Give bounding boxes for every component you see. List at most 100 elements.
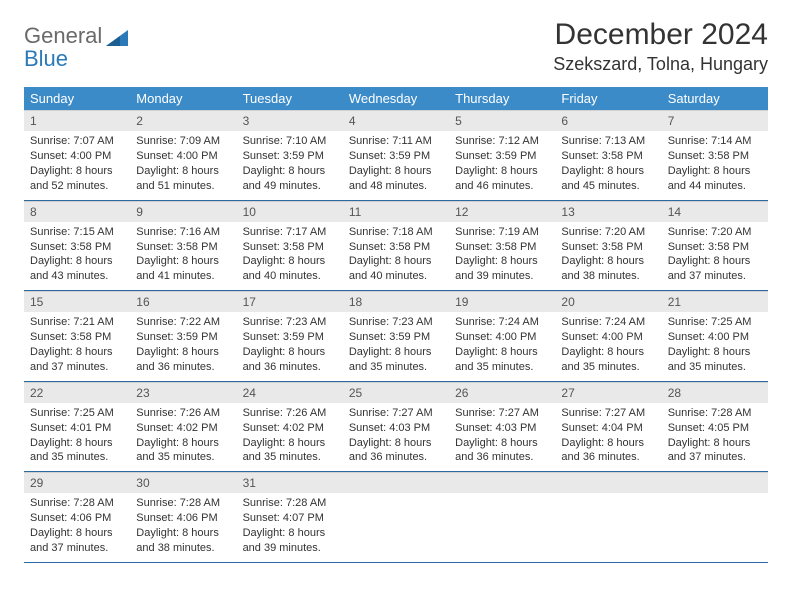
sunrise-text: Sunrise: 7:16 AM <box>136 225 230 240</box>
day-body: Sunrise: 7:27 AMSunset: 4:04 PMDaylight:… <box>555 403 661 471</box>
sunrise-text: Sunrise: 7:23 AM <box>349 315 443 330</box>
calendar-day-cell <box>662 472 768 563</box>
sunrise-text: Sunrise: 7:18 AM <box>349 225 443 240</box>
daylight-line1: Daylight: 8 hours <box>668 164 762 179</box>
day-body: Sunrise: 7:09 AMSunset: 4:00 PMDaylight:… <box>130 131 236 199</box>
sunrise-text: Sunrise: 7:24 AM <box>455 315 549 330</box>
sunrise-text: Sunrise: 7:11 AM <box>349 134 443 149</box>
sunrise-text: Sunrise: 7:20 AM <box>668 225 762 240</box>
sunrise-text: Sunrise: 7:22 AM <box>136 315 230 330</box>
sunset-text: Sunset: 3:59 PM <box>243 330 337 345</box>
weekday-header: Thursday <box>449 87 555 110</box>
calendar-week-row: 1Sunrise: 7:07 AMSunset: 4:00 PMDaylight… <box>24 110 768 200</box>
calendar-day-cell: 25Sunrise: 7:27 AMSunset: 4:03 PMDayligh… <box>343 381 449 472</box>
day-body: Sunrise: 7:12 AMSunset: 3:59 PMDaylight:… <box>449 131 555 199</box>
day-body: Sunrise: 7:10 AMSunset: 3:59 PMDaylight:… <box>237 131 343 199</box>
day-body: Sunrise: 7:28 AMSunset: 4:05 PMDaylight:… <box>662 403 768 471</box>
sunrise-text: Sunrise: 7:24 AM <box>561 315 655 330</box>
calendar-day-cell: 26Sunrise: 7:27 AMSunset: 4:03 PMDayligh… <box>449 381 555 472</box>
sunset-text: Sunset: 4:04 PM <box>561 421 655 436</box>
calendar-day-cell: 30Sunrise: 7:28 AMSunset: 4:06 PMDayligh… <box>130 472 236 563</box>
day-number: 17 <box>237 291 343 312</box>
daylight-line1: Daylight: 8 hours <box>668 254 762 269</box>
sunset-text: Sunset: 4:01 PM <box>30 421 124 436</box>
daylight-line1: Daylight: 8 hours <box>30 436 124 451</box>
calendar-day-cell: 9Sunrise: 7:16 AMSunset: 3:58 PMDaylight… <box>130 200 236 291</box>
day-body: Sunrise: 7:26 AMSunset: 4:02 PMDaylight:… <box>237 403 343 471</box>
sunset-text: Sunset: 4:03 PM <box>455 421 549 436</box>
sunrise-text: Sunrise: 7:20 AM <box>561 225 655 240</box>
day-body: Sunrise: 7:26 AMSunset: 4:02 PMDaylight:… <box>130 403 236 471</box>
daylight-line2: and 46 minutes. <box>455 179 549 194</box>
sunset-text: Sunset: 3:58 PM <box>30 240 124 255</box>
daylight-line2: and 35 minutes. <box>349 360 443 375</box>
sunset-text: Sunset: 3:59 PM <box>349 149 443 164</box>
calendar-day-cell: 21Sunrise: 7:25 AMSunset: 4:00 PMDayligh… <box>662 291 768 382</box>
daylight-line2: and 39 minutes. <box>243 541 337 556</box>
calendar-day-cell: 19Sunrise: 7:24 AMSunset: 4:00 PMDayligh… <box>449 291 555 382</box>
day-number: 3 <box>237 110 343 131</box>
calendar-body: 1Sunrise: 7:07 AMSunset: 4:00 PMDaylight… <box>24 110 768 562</box>
daylight-line1: Daylight: 8 hours <box>668 436 762 451</box>
sunset-text: Sunset: 3:58 PM <box>30 330 124 345</box>
calendar-week-row: 8Sunrise: 7:15 AMSunset: 3:58 PMDaylight… <box>24 200 768 291</box>
sunset-text: Sunset: 4:07 PM <box>243 511 337 526</box>
day-body: Sunrise: 7:13 AMSunset: 3:58 PMDaylight:… <box>555 131 661 199</box>
daylight-line2: and 37 minutes. <box>668 269 762 284</box>
day-body: Sunrise: 7:18 AMSunset: 3:58 PMDaylight:… <box>343 222 449 290</box>
daylight-line2: and 35 minutes. <box>455 360 549 375</box>
daylight-line2: and 41 minutes. <box>136 269 230 284</box>
sunrise-text: Sunrise: 7:26 AM <box>136 406 230 421</box>
calendar-day-cell: 15Sunrise: 7:21 AMSunset: 3:58 PMDayligh… <box>24 291 130 382</box>
sunrise-text: Sunrise: 7:27 AM <box>455 406 549 421</box>
location: Szekszard, Tolna, Hungary <box>553 54 768 75</box>
daylight-line2: and 36 minutes. <box>349 450 443 465</box>
daylight-line2: and 35 minutes. <box>136 450 230 465</box>
sunset-text: Sunset: 3:58 PM <box>561 240 655 255</box>
calendar-day-cell: 22Sunrise: 7:25 AMSunset: 4:01 PMDayligh… <box>24 381 130 472</box>
logo-text: General Blue <box>24 24 102 70</box>
calendar-day-cell: 23Sunrise: 7:26 AMSunset: 4:02 PMDayligh… <box>130 381 236 472</box>
sunset-text: Sunset: 4:00 PM <box>561 330 655 345</box>
day-body: Sunrise: 7:20 AMSunset: 3:58 PMDaylight:… <box>662 222 768 290</box>
day-number <box>662 472 768 493</box>
sunrise-text: Sunrise: 7:15 AM <box>30 225 124 240</box>
day-body: Sunrise: 7:19 AMSunset: 3:58 PMDaylight:… <box>449 222 555 290</box>
daylight-line1: Daylight: 8 hours <box>136 436 230 451</box>
calendar-day-cell: 16Sunrise: 7:22 AMSunset: 3:59 PMDayligh… <box>130 291 236 382</box>
daylight-line1: Daylight: 8 hours <box>30 345 124 360</box>
calendar-day-cell: 12Sunrise: 7:19 AMSunset: 3:58 PMDayligh… <box>449 200 555 291</box>
sunrise-text: Sunrise: 7:07 AM <box>30 134 124 149</box>
day-body: Sunrise: 7:07 AMSunset: 4:00 PMDaylight:… <box>24 131 130 199</box>
day-number: 9 <box>130 201 236 222</box>
day-body <box>449 493 555 539</box>
daylight-line1: Daylight: 8 hours <box>136 345 230 360</box>
sunset-text: Sunset: 4:02 PM <box>243 421 337 436</box>
daylight-line1: Daylight: 8 hours <box>561 254 655 269</box>
daylight-line1: Daylight: 8 hours <box>349 436 443 451</box>
calendar-week-row: 29Sunrise: 7:28 AMSunset: 4:06 PMDayligh… <box>24 472 768 563</box>
sunrise-text: Sunrise: 7:10 AM <box>243 134 337 149</box>
calendar-day-cell: 3Sunrise: 7:10 AMSunset: 3:59 PMDaylight… <box>237 110 343 200</box>
day-number: 4 <box>343 110 449 131</box>
calendar-day-cell: 2Sunrise: 7:09 AMSunset: 4:00 PMDaylight… <box>130 110 236 200</box>
day-number: 24 <box>237 382 343 403</box>
day-body: Sunrise: 7:17 AMSunset: 3:58 PMDaylight:… <box>237 222 343 290</box>
logo-word-2: Blue <box>24 46 68 71</box>
day-number: 20 <box>555 291 661 312</box>
day-number: 18 <box>343 291 449 312</box>
daylight-line2: and 35 minutes. <box>561 360 655 375</box>
sunset-text: Sunset: 3:58 PM <box>136 240 230 255</box>
day-body: Sunrise: 7:25 AMSunset: 4:00 PMDaylight:… <box>662 312 768 380</box>
day-body <box>555 493 661 539</box>
calendar-day-cell: 18Sunrise: 7:23 AMSunset: 3:59 PMDayligh… <box>343 291 449 382</box>
daylight-line2: and 36 minutes. <box>561 450 655 465</box>
day-number: 22 <box>24 382 130 403</box>
sunset-text: Sunset: 3:59 PM <box>455 149 549 164</box>
daylight-line2: and 36 minutes. <box>136 360 230 375</box>
weekday-header: Sunday <box>24 87 130 110</box>
daylight-line1: Daylight: 8 hours <box>455 254 549 269</box>
calendar-day-cell: 4Sunrise: 7:11 AMSunset: 3:59 PMDaylight… <box>343 110 449 200</box>
day-number: 10 <box>237 201 343 222</box>
daylight-line2: and 51 minutes. <box>136 179 230 194</box>
